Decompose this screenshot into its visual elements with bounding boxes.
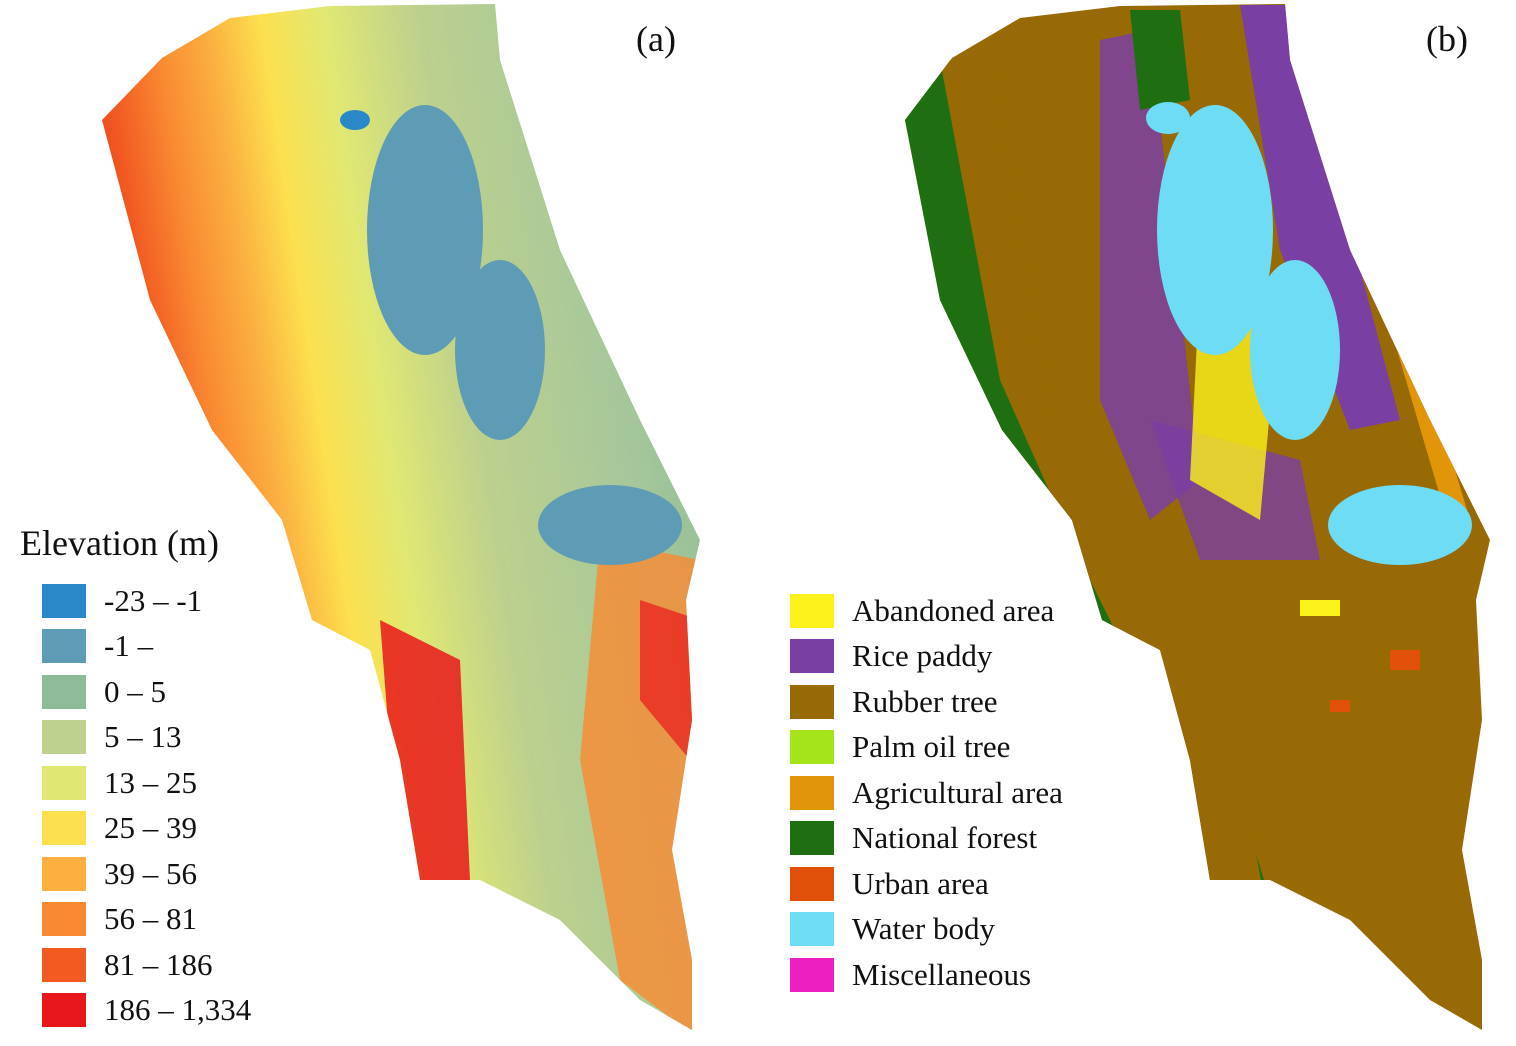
legend-swatch [42,765,86,800]
legend-label: Agricultural area [852,774,1063,810]
legend-label: 186 – 1,334 [104,992,252,1028]
legend-swatch [42,947,86,982]
legend-title: Elevation (m) [20,523,219,563]
legend-label: 81 – 186 [104,946,213,982]
legend-item: -23 – -1 [42,578,251,624]
lake [367,105,483,355]
legend-label: Miscellaneous [852,956,1032,992]
legend-swatch [790,957,834,992]
legend-swatch [42,856,86,891]
legend-swatch [790,684,834,719]
legend-item: Rice paddy [790,634,1063,680]
elevation-legend: Elevation (m) -23 – -1 -1 – 0 – 5 5 – 13 13 … [20,522,251,1033]
lake [340,110,370,130]
legend-label: -1 – [104,628,154,664]
legend-item: Water body [790,907,1063,953]
legend-label: Abandoned area [852,592,1055,628]
water-body [1157,105,1273,355]
legend-swatch [42,583,86,618]
legend-swatch [790,912,834,947]
legend-item: 25 – 39 [42,806,251,852]
legend-swatch [42,674,86,709]
legend-label: 13 – 25 [104,764,197,800]
water-body [1250,260,1340,440]
legend-label: 39 – 56 [104,855,197,891]
legend-item: 56 – 81 [42,897,251,943]
legend-label: Rice paddy [852,638,993,674]
legend-swatch [42,629,86,664]
legend-swatch [790,866,834,901]
legend-label: 25 – 39 [104,810,197,846]
legend-item: Rubber tree [790,679,1063,725]
legend-swatch [42,811,86,846]
legend-label: Rubber tree [852,683,998,719]
landuse-legend: Abandoned area Rice paddy Rubber tree Palm … [790,588,1063,998]
legend-item: National forest [790,816,1063,862]
water-body [1328,485,1472,565]
legend-item: 81 – 186 [42,942,251,988]
legend-item: Agricultural area [790,770,1063,816]
lake [455,260,545,440]
legend-label: 56 – 81 [104,901,197,937]
legend-item: 186 – 1,334 [42,988,251,1034]
legend-swatch [790,593,834,628]
panel-label-a: (a) [636,19,676,59]
legend-swatch [790,730,834,765]
legend-swatch [42,720,86,755]
legend-item: Urban area [790,861,1063,907]
legend-item: 39 – 56 [42,851,251,897]
legend-swatch [790,821,834,856]
legend-item: Miscellaneous [790,952,1063,998]
legend-label: Palm oil tree [852,729,1011,765]
legend-item: -1 – [42,624,251,670]
legend-swatch [42,993,86,1028]
panel-label-b: (b) [1426,19,1468,59]
legend-swatch [790,639,834,674]
legend-item: 0 – 5 [42,669,251,715]
legend-label: Urban area [852,865,989,901]
legend-item: 13 – 25 [42,760,251,806]
legend-item: 5 – 13 [42,715,251,761]
lake [538,485,682,565]
legend-swatch [790,775,834,810]
legend-label: -23 – -1 [104,582,203,618]
legend-swatch [42,902,86,937]
legend-label: National forest [852,820,1038,856]
legend-label: Water body [852,911,995,947]
legend-item: Abandoned area [790,588,1063,634]
water-body [1146,102,1190,134]
legend-label: 5 – 13 [104,719,182,755]
legend-label: 0 – 5 [104,673,166,709]
legend-item: Palm oil tree [790,725,1063,771]
